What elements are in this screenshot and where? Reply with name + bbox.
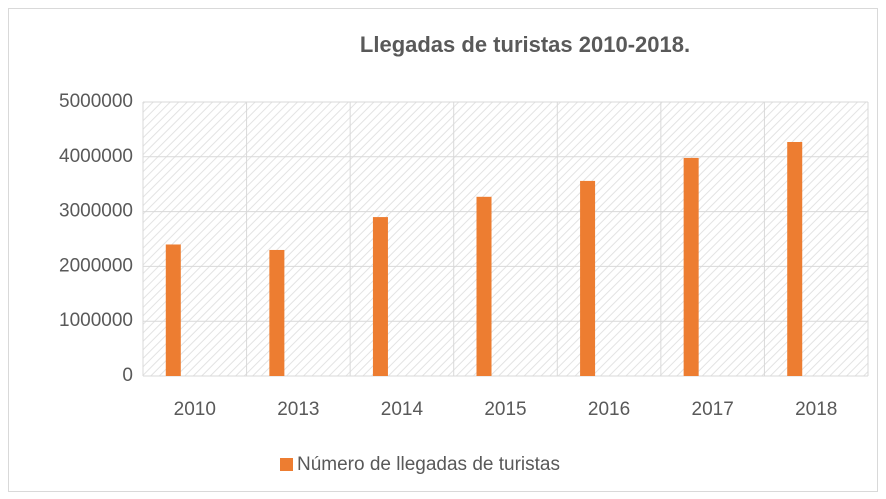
- x-tick-label: 2017: [692, 399, 734, 420]
- y-tick-label: 5000000: [59, 91, 133, 112]
- chart-title: Llegadas de turistas 2010-2018.: [360, 32, 690, 57]
- x-tick-label: 2016: [588, 399, 630, 420]
- bar: [787, 142, 803, 376]
- legend-swatch: [280, 458, 293, 471]
- y-tick-label: 2000000: [59, 255, 133, 276]
- x-tick-label: 2015: [484, 399, 526, 420]
- bar: [165, 244, 181, 376]
- bar: [372, 217, 388, 376]
- y-tick-label: 1000000: [59, 310, 133, 331]
- bar: [683, 157, 699, 376]
- legend-label: Número de llegadas de turistas: [297, 454, 560, 475]
- bar: [476, 196, 492, 376]
- y-tick-label: 3000000: [59, 201, 133, 222]
- bar: [269, 249, 285, 376]
- y-tick-label: 4000000: [59, 146, 133, 167]
- x-tick-label: 2013: [277, 399, 319, 420]
- x-tick-label: 2010: [174, 399, 216, 420]
- plot-area: [143, 102, 868, 376]
- x-tick-label: 2018: [795, 399, 837, 420]
- x-tick-label: 2014: [381, 399, 424, 420]
- y-tick-label: 0: [122, 365, 133, 386]
- bar: [580, 180, 596, 376]
- legend: Número de llegadas de turistas: [280, 454, 560, 475]
